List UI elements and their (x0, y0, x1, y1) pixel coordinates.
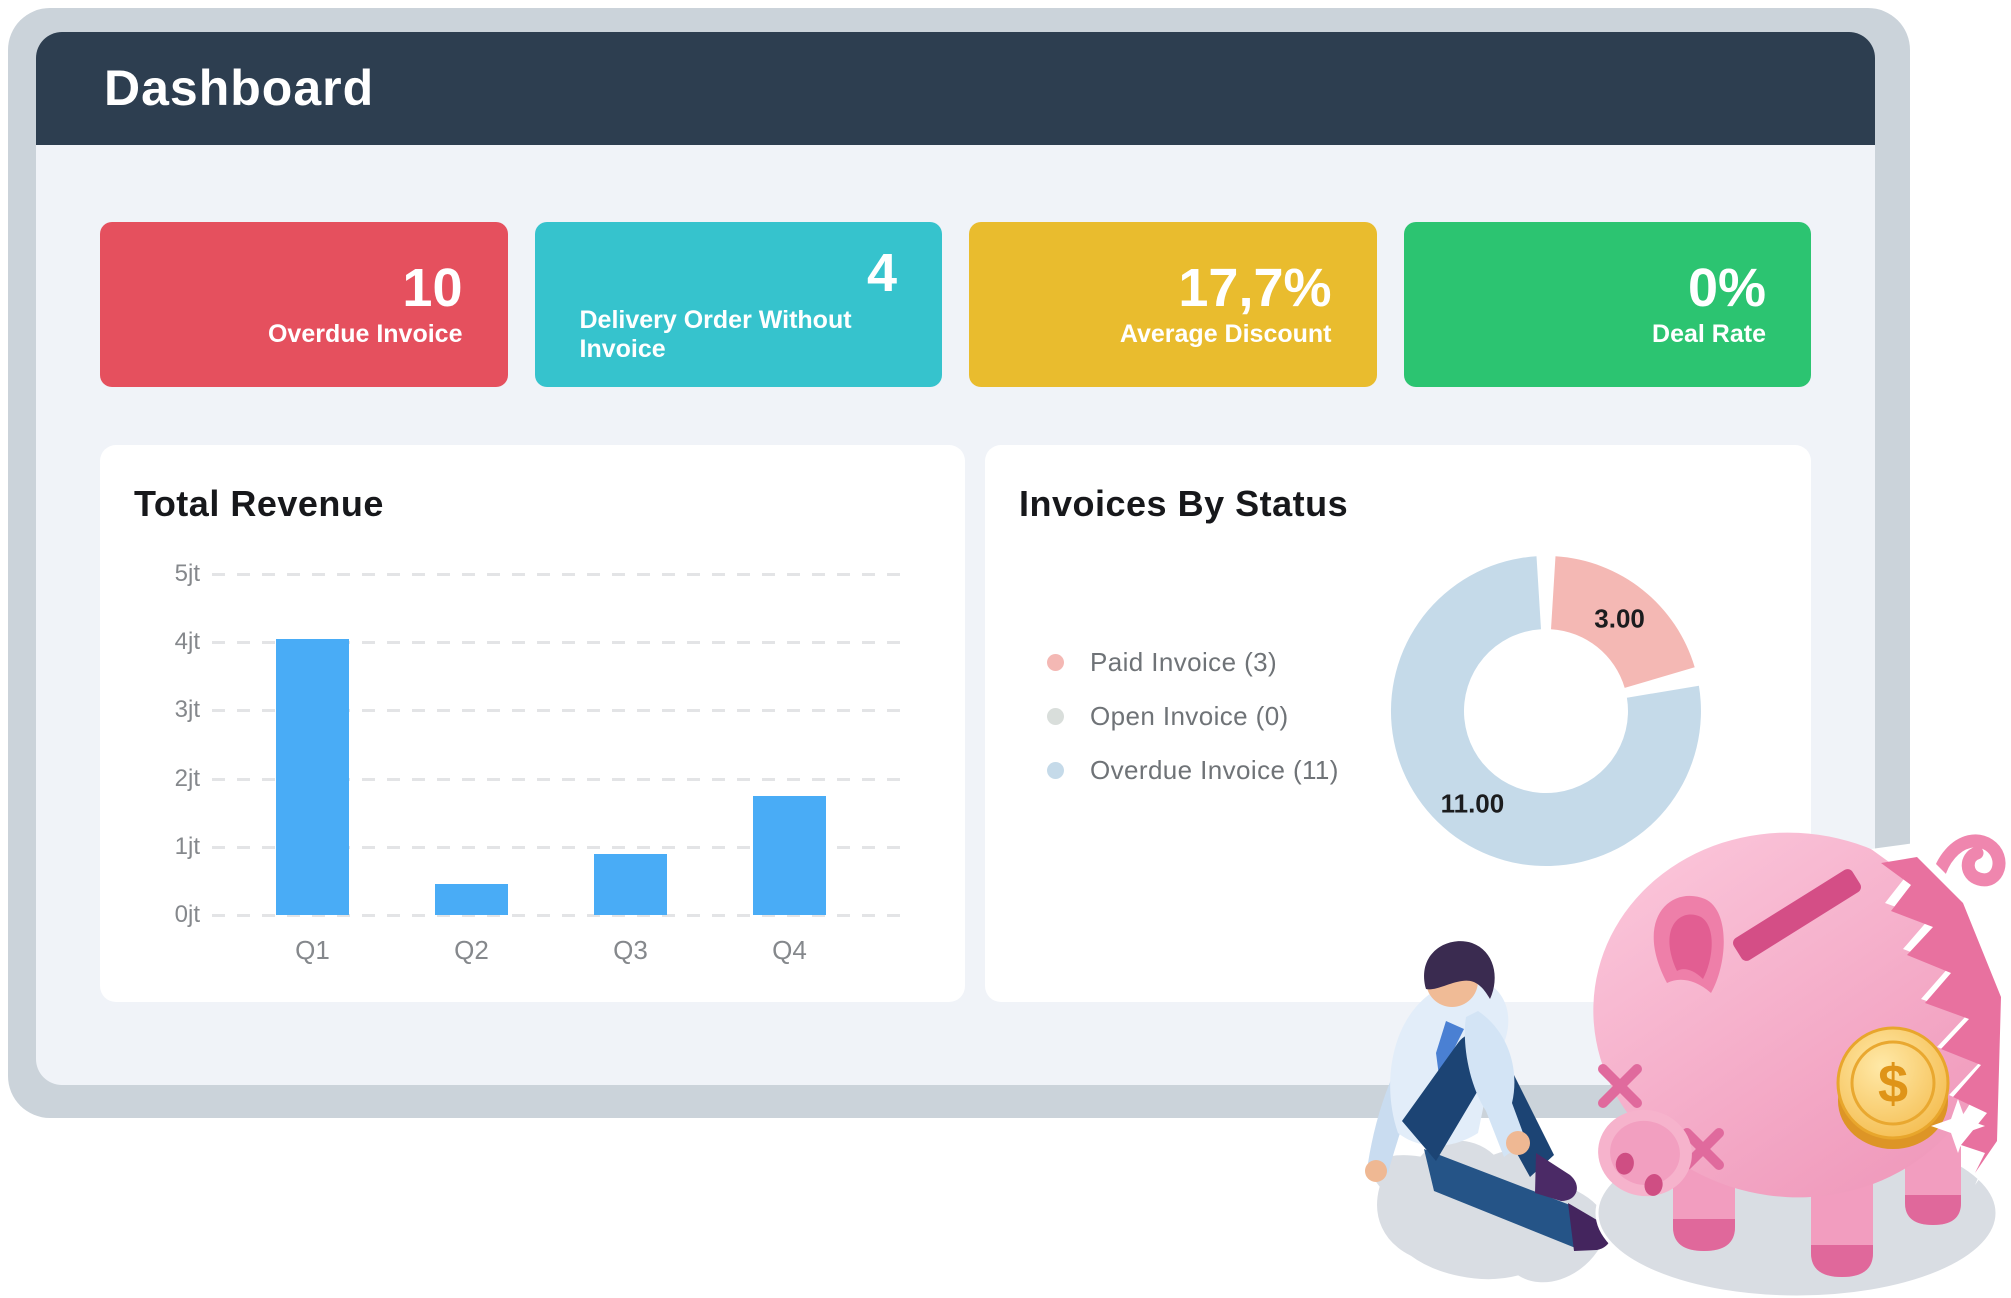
revenue-chart-title: Total Revenue (134, 483, 384, 524)
gridline (212, 914, 907, 917)
kpi-card-overdue-invoice[interactable]: 10 Overdue Invoice (100, 222, 508, 387)
legend-label: Paid Invoice (3) (1090, 646, 1278, 677)
page-title: Dashboard (104, 60, 375, 116)
kpi-cards-row: 10 Overdue Invoice 4 Delivery Order Without… (100, 222, 1811, 387)
gridline (212, 777, 907, 781)
kpi-label: Deal Rate (1652, 320, 1766, 349)
person-far-shoe (1568, 1203, 1611, 1251)
y-axis-tick: 2jt (174, 764, 200, 792)
person-hand-on-knee (1506, 1131, 1530, 1155)
person-hair (1424, 941, 1495, 999)
coin-sparkle (1931, 1099, 1985, 1153)
person-near-arm (1464, 1011, 1526, 1157)
legend-dot (1047, 761, 1064, 779)
piggy-crack-hole (1881, 857, 2001, 1173)
illustration-broken-piggy-bank: $ (1593, 832, 2007, 1298)
kpi-label: Delivery Order Without Invoice (579, 305, 852, 363)
revenue-bar-chart: 5jt 4jt 3jt 2jt 1jt 0jt Q1 Q2 Q3 Q4 (100, 445, 965, 1002)
gridline (212, 709, 907, 713)
total-revenue-panel: Total Revenue 5jt 4jt 3jt 2jt 1jt 0jt Q1 Q2 Q3 Q4 (100, 445, 965, 1002)
kpi-value: 4 (866, 243, 897, 304)
donut-slice-paid-invoice[interactable] (1551, 556, 1695, 688)
gridline (212, 641, 907, 645)
invoices-donut-chart: 3.00 11.00 (1390, 556, 1701, 867)
x-axis-tick: Q2 (454, 935, 489, 965)
donut-value-label: 11.00 (1441, 788, 1505, 818)
legend-dot (1047, 653, 1064, 671)
y-axis-tick: 5jt (174, 560, 200, 587)
y-axis-tick: 0jt (174, 901, 200, 928)
donut-slice-overdue-invoice[interactable] (1390, 556, 1701, 867)
piggy-x-eyes (1598, 1064, 1724, 1170)
illustration-sad-man (1365, 941, 1611, 1286)
revenue-bar-q4[interactable] (753, 796, 826, 915)
piggy-tail (1928, 834, 2006, 922)
person-extended-leg (1424, 1149, 1590, 1249)
x-axis-tick: Q1 (295, 935, 330, 965)
legend-item-open-invoice[interactable]: Open Invoice (0) (1047, 700, 1339, 731)
donut-value-label: 3.00 (1594, 604, 1645, 634)
legend-item-paid-invoice[interactable]: Paid Invoice (3) (1047, 646, 1339, 677)
y-axis-tick: 4jt (174, 628, 200, 656)
person-near-shoe (1535, 1153, 1577, 1201)
kpi-value: 17,7% (1178, 257, 1332, 318)
piggy-snout (1598, 1109, 1692, 1197)
legend-label: Overdue Invoice (11) (1090, 754, 1339, 785)
legend-item-overdue-invoice[interactable]: Overdue Invoice (11) (1047, 754, 1339, 785)
dashboard-window: Dashboard 10 Overdue Invoice 4 Delivery Ord… (36, 32, 1875, 1085)
kpi-card-delivery-order-without-invoice[interactable]: 4 Delivery Order Without Invoice (534, 222, 942, 387)
kpi-card-deal-rate[interactable]: 0% Deal Rate (1403, 222, 1811, 387)
legend-label: Open Invoice (0) (1090, 700, 1289, 731)
x-axis-tick: Q4 (772, 935, 807, 965)
donut-legend: Paid Invoice (3) Open Invoice (0) Overdue … (1047, 646, 1339, 811)
piggy-hooves (1673, 1195, 1961, 1277)
status-chart-title: Invoices By Status (1019, 483, 1349, 524)
piggy-coin-slot (1733, 869, 1861, 961)
kpi-value: 0% (1687, 257, 1766, 318)
revenue-bar-q3[interactable] (594, 854, 667, 915)
person-far-hand (1365, 1160, 1387, 1182)
gridline (212, 845, 907, 849)
piggy-gold-coin: $ (1836, 1026, 1985, 1153)
kpi-label: Average Discount (1119, 320, 1332, 349)
piggy-ear-inner (1669, 914, 1712, 979)
kpi-value: 10 (402, 257, 463, 318)
y-axis-tick: 1jt (174, 832, 200, 860)
window-header: Dashboard (36, 32, 1875, 145)
y-axis-tick: 3jt (174, 696, 200, 724)
kpi-label: Overdue Invoice (267, 320, 463, 349)
x-axis-tick: Q3 (613, 935, 648, 965)
kpi-card-average-discount[interactable]: 17,7% Average Discount (969, 222, 1377, 387)
svg-text:$: $ (1878, 1054, 1908, 1114)
revenue-bar-q1[interactable] (276, 639, 349, 915)
gridline (212, 573, 907, 576)
legend-dot (1047, 707, 1064, 725)
revenue-bar-q2[interactable] (435, 884, 508, 915)
